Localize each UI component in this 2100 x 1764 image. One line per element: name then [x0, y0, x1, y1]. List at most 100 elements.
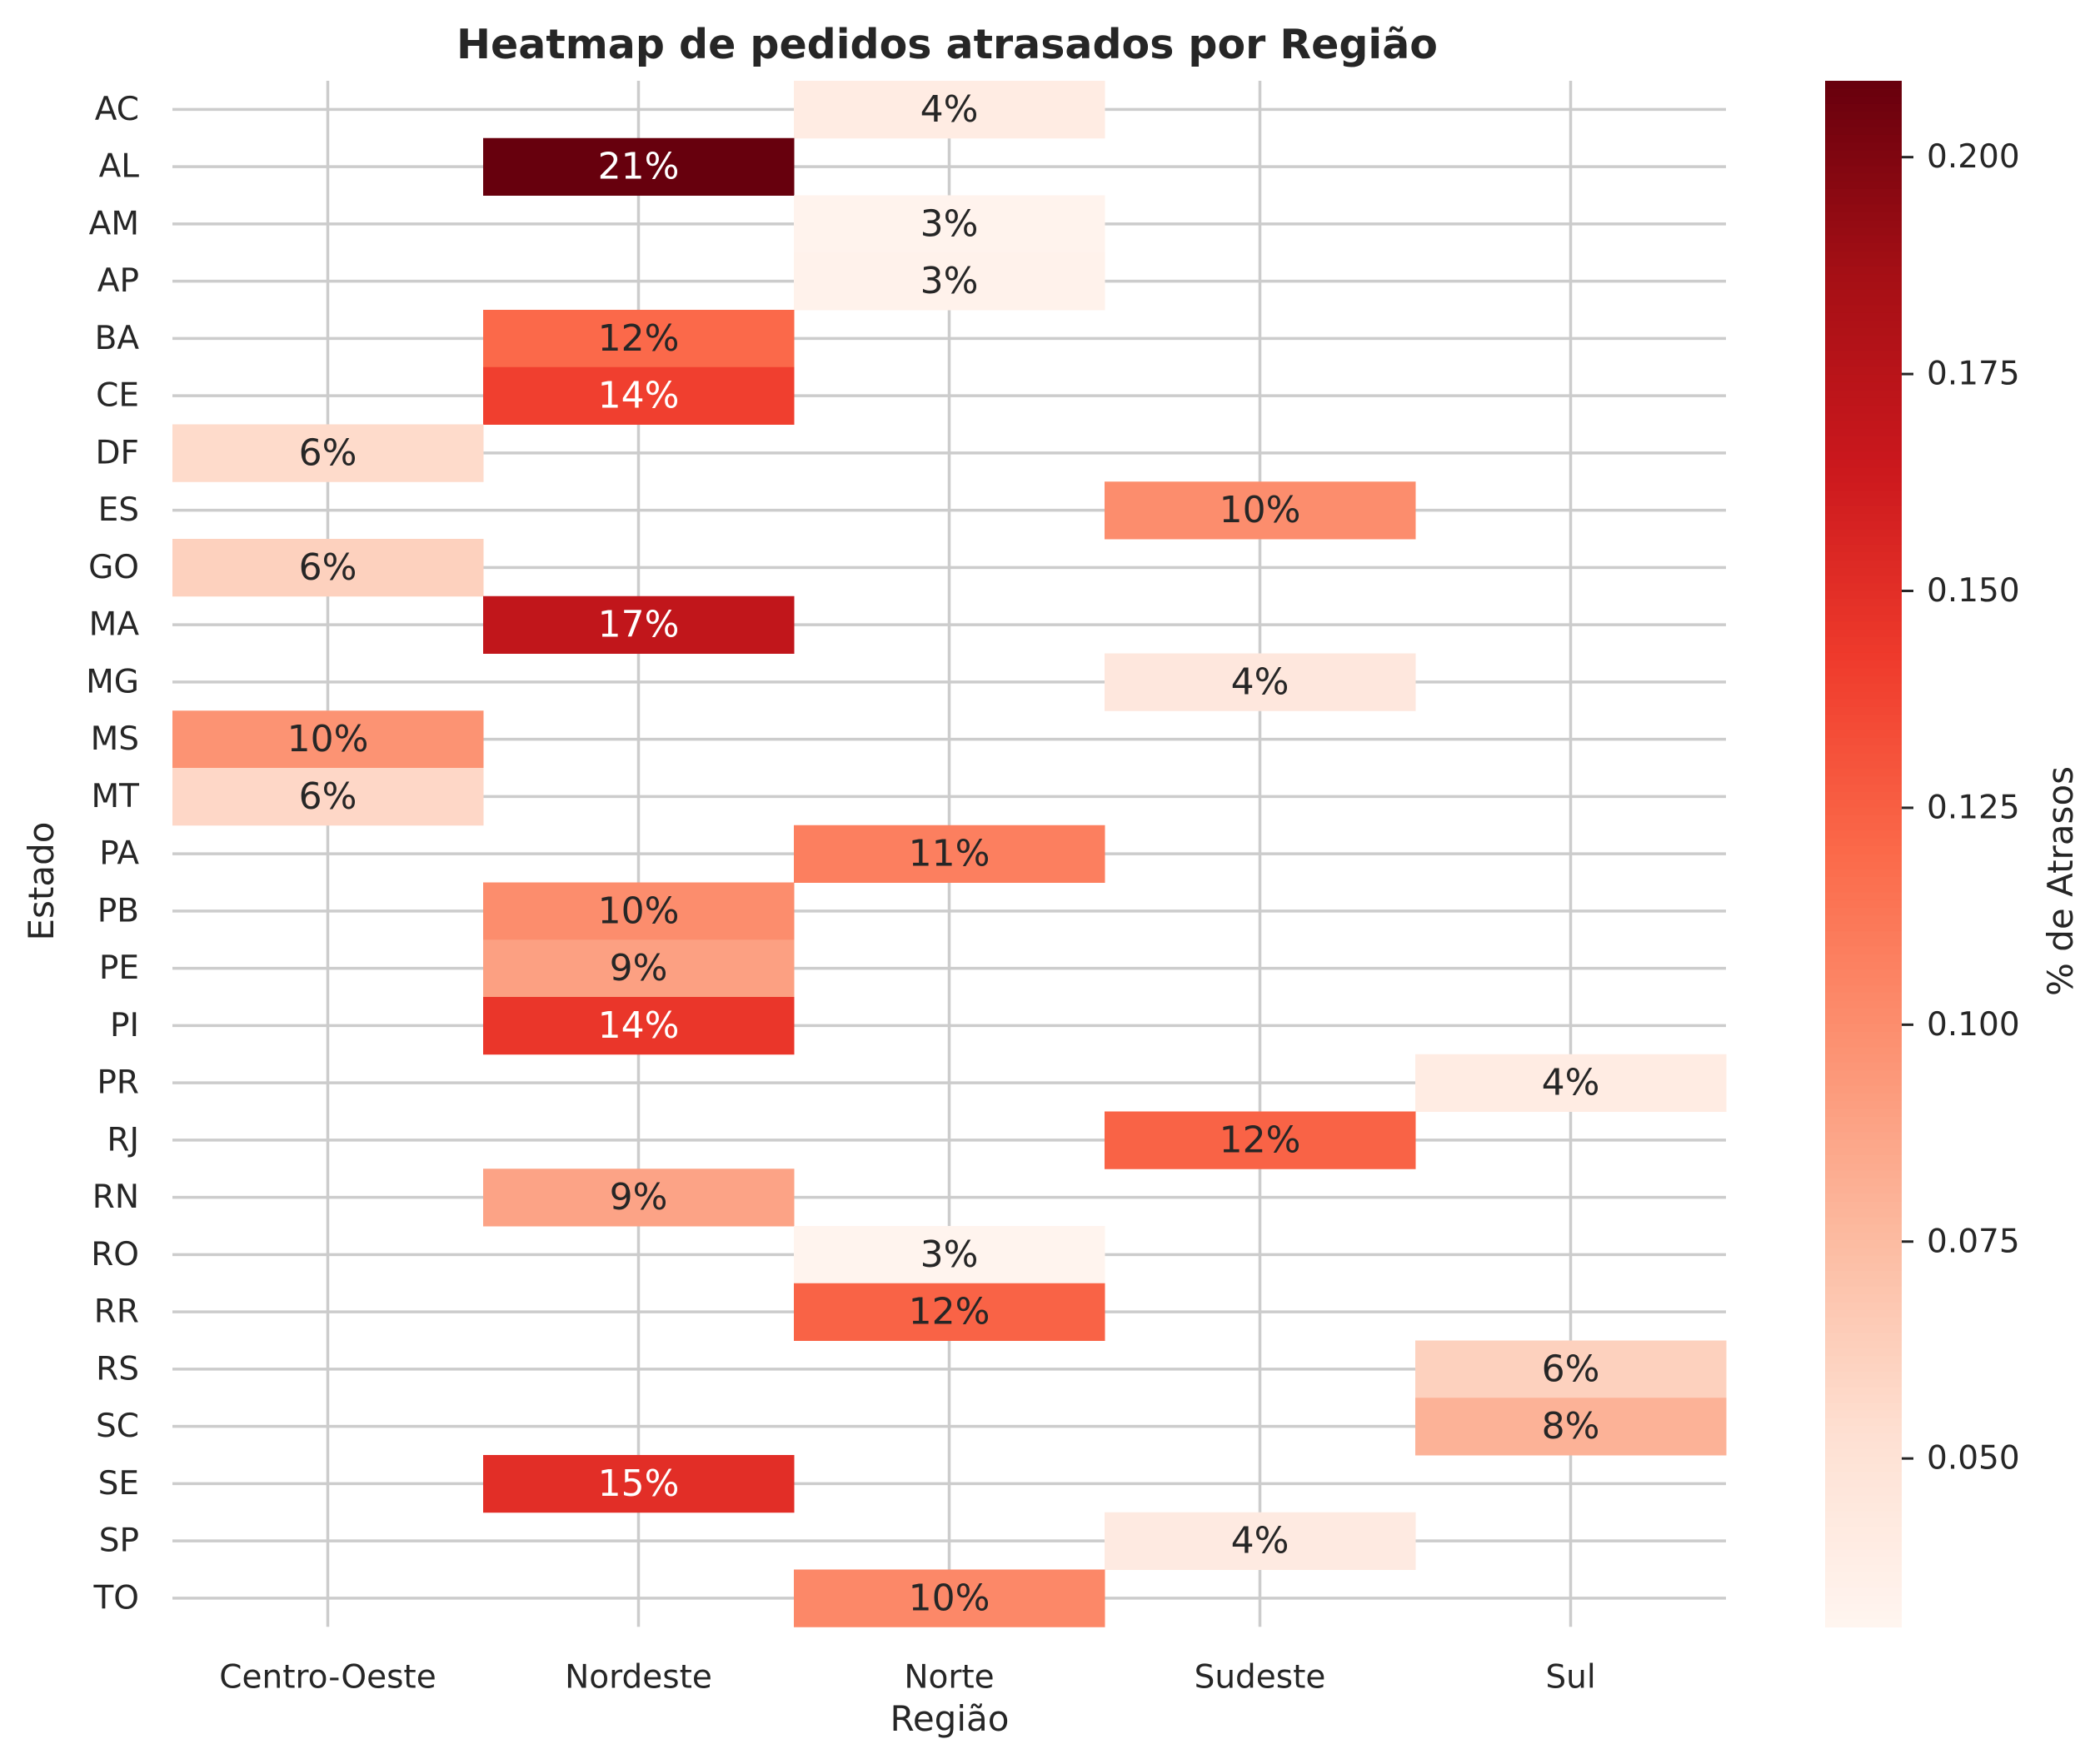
colorbar-gradient-segment — [1825, 498, 1902, 507]
colorbar-gradient-segment — [1825, 405, 1902, 414]
heatmap-cell — [483, 939, 795, 998]
colorbar-gradient-segment — [1825, 1054, 1902, 1064]
colorbar-gradient-segment — [1825, 784, 1902, 793]
colorbar-gradient-segment — [1825, 769, 1902, 778]
colorbar-gradient-segment — [1825, 652, 1902, 661]
colorbar-gradient-segment — [1825, 776, 1902, 785]
colorbar-gradient-segment — [1825, 854, 1902, 863]
colorbar-gradient-segment — [1825, 1464, 1902, 1473]
cell-value-label: 12% — [1220, 1119, 1301, 1161]
colorbar-gradient-segment — [1825, 683, 1902, 693]
heatmap-cell — [794, 825, 1105, 883]
colorbar-gradient-segment — [1825, 1294, 1902, 1303]
heatmap-cell — [1415, 1340, 1727, 1398]
colorbar-gradient-segment — [1825, 552, 1902, 561]
colorbar-gradient-segment — [1825, 598, 1902, 607]
colorbar-gradient-segment — [1825, 923, 1902, 932]
heatmap-cell — [483, 366, 795, 425]
colorbar-tick-label: 0.175 — [1927, 356, 2020, 393]
colorbar-gradient-segment — [1825, 1533, 1902, 1542]
colorbar-gradient-segment — [1825, 699, 1902, 708]
colorbar-gradient-segment — [1825, 1565, 1902, 1574]
heatmap-cell — [172, 710, 484, 769]
colorbar-gradient-segment — [1825, 1109, 1902, 1118]
colorbar-gradient-segment — [1825, 1596, 1902, 1605]
colorbar-gradient-segment — [1825, 621, 1902, 630]
cell-value-label: 10% — [1220, 489, 1301, 531]
colorbar-gradient-segment — [1825, 1085, 1902, 1094]
colorbar-gradient-segment — [1825, 930, 1902, 940]
heatmap-cell — [1415, 1054, 1727, 1112]
colorbar-gradient-segment — [1825, 962, 1902, 971]
colorbar-gradient-segment — [1825, 258, 1902, 267]
colorbar-gradient-segment — [1825, 127, 1902, 136]
colorbar-gradient-segment — [1825, 544, 1902, 553]
y-tick-label: PI — [110, 1007, 139, 1044]
colorbar-gradient-segment — [1825, 1170, 1902, 1179]
colorbar-gradient-segment — [1825, 103, 1902, 112]
colorbar-gradient-segment — [1825, 421, 1902, 430]
y-tick-label: RR — [94, 1293, 139, 1331]
colorbar-gradient-segment — [1825, 691, 1902, 700]
colorbar-gradient-segment — [1825, 119, 1902, 128]
heatmap-cell — [483, 595, 795, 654]
y-tick-label: AC — [95, 91, 139, 128]
colorbar-gradient-segment — [1825, 305, 1902, 314]
y-tick-label: MS — [91, 720, 139, 758]
colorbar-gradient-segment — [1825, 413, 1902, 422]
colorbar-gradient-segment — [1825, 815, 1902, 824]
x-tick-label: Sul — [1545, 1658, 1595, 1696]
colorbar-gradient-segment — [1825, 823, 1902, 832]
colorbar-gradient-segment — [1825, 475, 1902, 484]
colorbar-gradient-segment — [1825, 1325, 1902, 1334]
cell-value-label: 8% — [1542, 1405, 1600, 1448]
colorbar-tick-label: 0.150 — [1927, 572, 2020, 610]
colorbar-gradient-segment — [1825, 181, 1902, 190]
colorbar-gradient-segment — [1825, 845, 1902, 855]
colorbar-gradient-segment — [1825, 954, 1902, 963]
colorbar-gradient-segment — [1825, 629, 1902, 639]
x-tick-label: Nordeste — [565, 1658, 712, 1696]
colorbar-gradient-segment — [1825, 444, 1902, 453]
cell-value-label: 9% — [610, 1176, 668, 1218]
colorbar-gradient-segment — [1825, 722, 1902, 731]
colorbar-gradient-segment — [1825, 1248, 1902, 1257]
colorbar-gradient-segment — [1825, 1371, 1902, 1381]
colorbar-gradient-segment — [1825, 606, 1902, 615]
colorbar-gradient-segment — [1825, 876, 1902, 886]
y-tick-label: DF — [96, 434, 139, 471]
colorbar-gradient-segment — [1825, 1394, 1902, 1403]
colorbar-gradient-segment — [1825, 251, 1902, 260]
colorbar-gradient-segment — [1825, 188, 1902, 198]
colorbar-gradient-segment — [1825, 1410, 1902, 1419]
colorbar-gradient-segment — [1825, 1587, 1902, 1597]
colorbar-gradient-segment — [1825, 312, 1902, 321]
colorbar-gradient-segment — [1825, 467, 1902, 476]
heatmap-cell — [1105, 653, 1416, 711]
colorbar-gradient-segment — [1825, 428, 1902, 437]
colorbar-tick-label: 0.200 — [1927, 138, 2020, 176]
colorbar-gradient-segment — [1825, 436, 1902, 446]
colorbar-gradient-segment — [1825, 459, 1902, 468]
colorbar-gradient-segment — [1825, 745, 1902, 755]
colorbar-gradient-segment — [1825, 536, 1902, 546]
cell-value-label: 14% — [598, 375, 680, 417]
colorbar-label: % de Atrasos — [2040, 766, 2081, 996]
colorbar-gradient-segment — [1825, 1457, 1902, 1466]
colorbar-gradient-segment — [1825, 861, 1902, 870]
colorbar-gradient-segment — [1825, 173, 1902, 182]
y-tick-label: SP — [99, 1522, 139, 1560]
y-tick-label: PA — [99, 835, 139, 873]
y-tick-label: ES — [98, 491, 139, 529]
colorbar-tick-label: 0.075 — [1927, 1223, 2020, 1260]
colorbar-gradient-segment — [1825, 1542, 1902, 1551]
heatmap-cell — [483, 882, 795, 940]
x-tick-label: Sudeste — [1195, 1658, 1326, 1696]
colorbar-gradient-segment — [1825, 1387, 1902, 1396]
colorbar-gradient-segment — [1825, 274, 1902, 283]
colorbar: 0.050 0.075 0.100 0.125 0.150 0.175 0.200 — [1825, 81, 2020, 1628]
heatmap-cell — [483, 310, 795, 368]
colorbar-gradient-segment — [1825, 1240, 1902, 1249]
cell-labels: 4% 21% 3% 3% 12% 14% 6% 10% 6% 17% 4% 10% 6% 11% 10% 9%… — [287, 88, 1600, 1620]
y-tick-label: SC — [96, 1408, 139, 1445]
